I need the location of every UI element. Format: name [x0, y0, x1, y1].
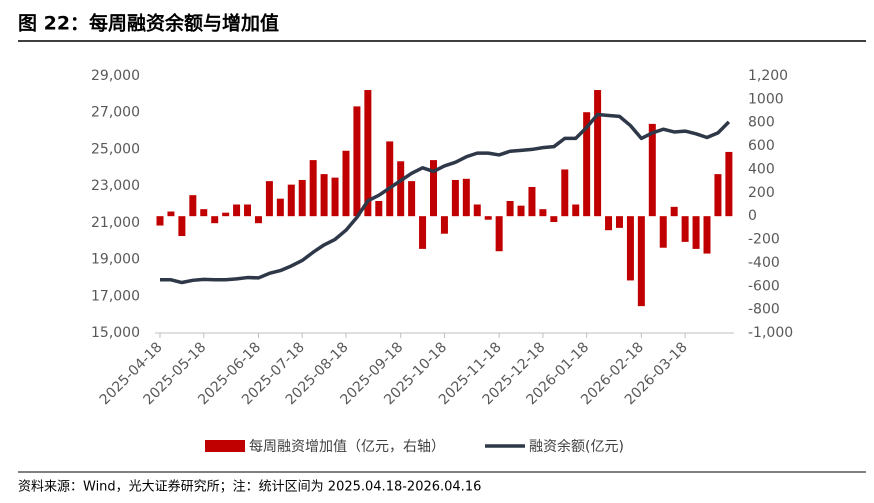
bar	[615, 216, 623, 228]
bar	[200, 209, 208, 217]
y2-tick-label: 200	[748, 185, 775, 201]
y2-tick-label: -400	[748, 255, 780, 271]
bar	[462, 178, 470, 217]
bar	[244, 204, 252, 217]
bar	[342, 150, 350, 217]
bar	[473, 204, 481, 217]
bar	[254, 216, 262, 224]
bar	[233, 204, 241, 217]
bar	[156, 216, 164, 226]
bar	[375, 200, 383, 217]
bar	[605, 216, 613, 231]
bar	[692, 216, 700, 249]
bar	[659, 216, 667, 248]
bar	[725, 151, 733, 217]
bar	[331, 177, 339, 217]
legend-label: 融资余额(亿元)	[529, 438, 624, 455]
bar	[364, 90, 372, 217]
bar	[506, 200, 514, 217]
bar	[320, 174, 328, 217]
bar	[626, 216, 634, 281]
y-tick-label: 29,000	[91, 68, 140, 84]
legend-label: 每周融资增加值（亿元，右轴）	[249, 439, 445, 455]
bar	[353, 106, 361, 217]
bar	[528, 186, 536, 217]
y-tick-label: 15,000	[91, 325, 140, 341]
y-tick-label: 27,000	[91, 105, 140, 121]
line	[160, 112, 731, 285]
y2-tick-label: -200	[748, 232, 780, 248]
y2-tick-label: 1000	[748, 91, 784, 107]
source: 资料来源：Wind，光大证券研究所；注：统计区间为 2025.04.18-202…	[18, 479, 481, 495]
y-tick-label: 25,000	[91, 141, 140, 157]
bar	[298, 179, 306, 217]
bar	[430, 160, 437, 217]
y2-tick-label: -800	[748, 302, 780, 318]
bar	[309, 160, 317, 217]
y2-tick-label: 400	[748, 161, 775, 177]
bar	[550, 216, 558, 223]
bar	[572, 204, 580, 217]
bar	[408, 181, 416, 217]
bar	[681, 216, 689, 242]
bar	[265, 181, 273, 217]
y2-tick-label: 800	[748, 115, 775, 131]
bar	[714, 174, 722, 217]
y-tick-label: 17,000	[91, 288, 140, 304]
bar	[386, 141, 394, 217]
bar	[167, 211, 175, 217]
bar	[670, 206, 678, 217]
bar	[178, 216, 186, 237]
bar	[222, 212, 230, 217]
bar	[451, 179, 459, 217]
y-tick-label: 21,000	[91, 215, 140, 231]
bar	[211, 216, 219, 224]
bar	[484, 216, 492, 220]
bar	[419, 216, 427, 249]
y-tick-label: 23,000	[91, 178, 140, 194]
bar	[287, 184, 295, 217]
bar	[397, 161, 405, 217]
bar	[648, 123, 656, 217]
bar	[637, 216, 645, 307]
bar	[495, 216, 503, 252]
bar	[703, 216, 711, 254]
bar	[517, 205, 525, 217]
bar	[539, 209, 547, 217]
y2-tick-label: 600	[748, 138, 775, 154]
y2-tick-label: 0	[748, 208, 757, 224]
bar	[561, 169, 569, 217]
bar	[276, 198, 284, 217]
bar	[583, 112, 591, 217]
legend-swatch	[205, 440, 245, 452]
y-tick-label: 19,000	[91, 252, 140, 268]
y2-tick-label: -600	[748, 278, 780, 294]
bar	[189, 195, 197, 217]
bar	[594, 90, 602, 217]
chart-title: 图 22：每周融资余额与增加值	[18, 12, 279, 35]
bar	[440, 216, 448, 234]
y2-tick-label: 1,200	[748, 68, 788, 84]
y2-tick-label: -1,000	[748, 325, 793, 341]
